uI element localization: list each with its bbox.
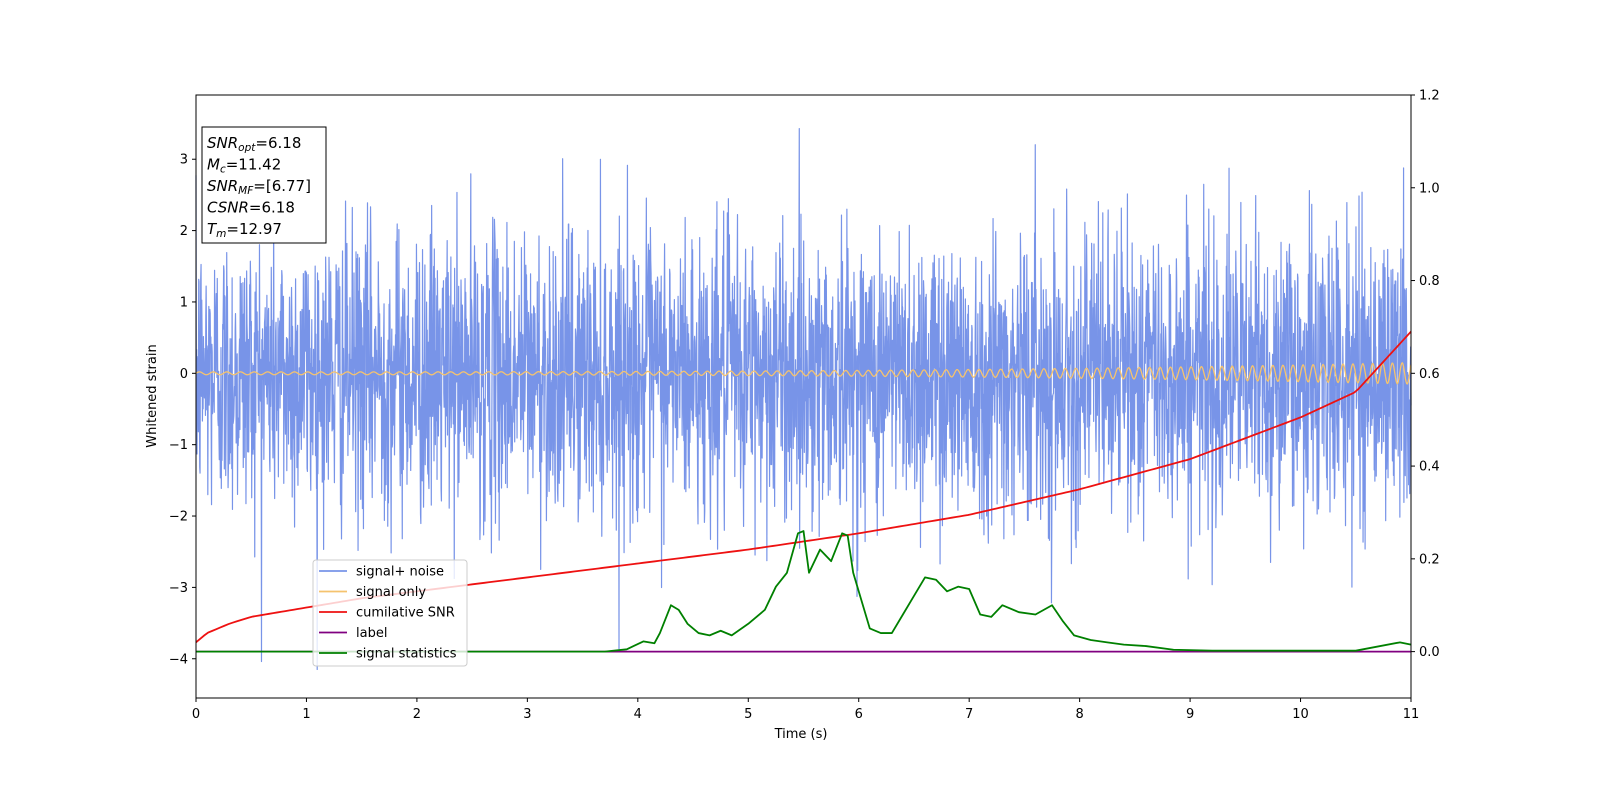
y-left-tick-label: 0 — [180, 367, 188, 382]
x-tick-label: 9 — [1186, 707, 1194, 722]
legend-label: cumilative SNR — [356, 606, 455, 621]
annotation-line: SNRMF=[6.77] — [207, 177, 311, 197]
signal-only-line — [195, 361, 1412, 385]
x-tick-label: 6 — [855, 707, 863, 722]
x-tick-label: 5 — [744, 707, 752, 722]
legend-label: signal+ noise — [356, 565, 444, 580]
annotation-line: CSNR=6.18 — [207, 199, 295, 217]
x-tick-label: 3 — [523, 707, 531, 722]
y-left-tick-label: −1 — [169, 438, 188, 453]
x-tick-label: 1 — [302, 707, 310, 722]
signal-noise-line — [195, 127, 1412, 671]
x-tick-label: 11 — [1403, 707, 1420, 722]
y-right-tick-label: 0.8 — [1419, 274, 1440, 289]
annotation-frame — [201, 126, 327, 244]
legend-label: signal only — [356, 585, 426, 600]
x-tick-label: 7 — [965, 707, 973, 722]
legend-frame — [312, 559, 468, 667]
legend-label: label — [356, 626, 387, 641]
x-tick-label: 4 — [634, 707, 642, 722]
y-right-tick-label: 0.6 — [1419, 367, 1440, 382]
x-tick-label: 0 — [192, 707, 200, 722]
signal-statistics-line — [196, 530, 1412, 653]
annotation-line: SNRopt=6.18 — [207, 134, 301, 154]
y-left-tick-label: 1 — [180, 295, 188, 310]
x-tick-label: 8 — [1075, 707, 1083, 722]
y-left-tick-label: −2 — [169, 510, 188, 525]
x-tick-label: 2 — [413, 707, 421, 722]
x-tick-label: 10 — [1292, 707, 1309, 722]
x-axis-label: Time (s) — [774, 727, 828, 742]
y-right-tick-label: 0.4 — [1419, 460, 1440, 475]
y-right-tick-label: 1.2 — [1419, 89, 1440, 104]
y-left-tick-label: −3 — [169, 581, 188, 596]
y-right-tick-label: 0.0 — [1419, 645, 1440, 660]
annotation-line: Tm=12.97 — [207, 220, 282, 240]
signal-noise-series — [195, 127, 1412, 671]
y-right-tick-label: 0.2 — [1419, 552, 1440, 567]
signal-only-series — [195, 361, 1412, 385]
legend-label: signal statistics — [356, 647, 457, 662]
y-left-tick-label: −4 — [169, 652, 188, 667]
y-left-tick-label: 2 — [180, 224, 188, 239]
annotation-line: Mc=11.42 — [207, 156, 281, 176]
plot-frame — [195, 94, 1412, 699]
legend: signal+ noise signal only cumilative SNR la… — [312, 559, 468, 667]
y-right-tick-label: 1.0 — [1419, 181, 1440, 196]
y-left-tick-label: 3 — [180, 153, 188, 168]
axes: 0 1 2 3 4 5 6 7 8 9 10 11 −4 −3 −2 −1 0 1 2 3 0.0 0.2 0.4 0.6 0.… — [169, 89, 1440, 723]
y-axis-label: Whitened strain — [145, 344, 160, 447]
